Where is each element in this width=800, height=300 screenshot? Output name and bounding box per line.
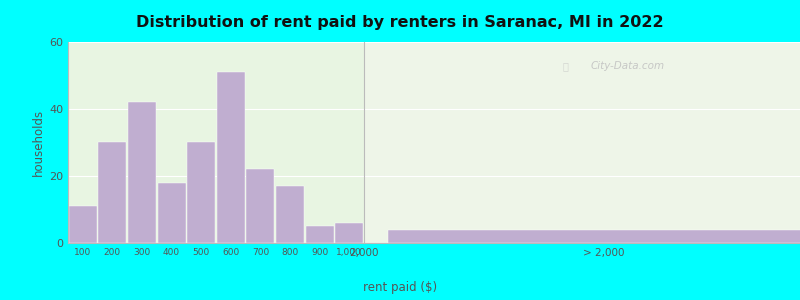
Y-axis label: households: households [32, 109, 45, 176]
Bar [69, 206, 97, 243]
Bar [335, 223, 363, 243]
Bar [128, 102, 156, 243]
Text: City-Data.com: City-Data.com [591, 61, 665, 71]
Bar [217, 72, 245, 243]
Text: 🔍: 🔍 [562, 61, 569, 71]
Text: Distribution of rent paid by renters in Saranac, MI in 2022: Distribution of rent paid by renters in … [136, 15, 664, 30]
Bar [158, 183, 186, 243]
Bar [98, 142, 126, 243]
Bar [276, 186, 304, 243]
Text: rent paid ($): rent paid ($) [363, 281, 437, 294]
Bar [187, 142, 215, 243]
Bar [306, 226, 334, 243]
Bar [246, 169, 274, 243]
Bar [388, 230, 800, 243]
